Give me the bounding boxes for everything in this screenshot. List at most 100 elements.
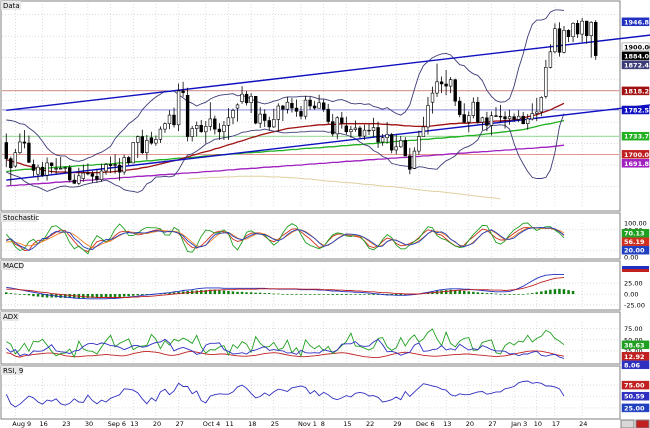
candle xyxy=(358,125,362,139)
candle-body xyxy=(149,137,154,144)
candle xyxy=(516,110,521,123)
ma-mid-line xyxy=(6,119,565,173)
macd-pane-title: MACD xyxy=(3,262,24,270)
rsi-tag: 25.00 xyxy=(621,403,650,412)
candle-body xyxy=(276,105,280,120)
price-tag: 1946.82 xyxy=(621,17,650,26)
macd-hist-bar xyxy=(222,290,226,294)
candle-body xyxy=(430,92,435,103)
macd-hist-bar xyxy=(231,291,235,294)
macd-hist-bar xyxy=(41,294,44,298)
macd-hist-bar xyxy=(376,294,380,295)
macd-hist-bar xyxy=(68,294,71,298)
macd-hist-bar xyxy=(571,291,575,295)
candle xyxy=(321,99,326,112)
candle-body xyxy=(453,79,457,102)
macd-hist-bar xyxy=(36,294,40,297)
candle-body xyxy=(435,81,439,94)
di-plus-line xyxy=(6,328,565,359)
candle-body xyxy=(535,111,539,114)
price-tag: 1872.42 xyxy=(621,60,650,70)
candle-body xyxy=(258,113,262,124)
candle-body xyxy=(340,117,344,124)
candle xyxy=(45,157,49,181)
price-tag-bg xyxy=(621,159,650,168)
candle xyxy=(104,162,108,175)
macd-hist-bar xyxy=(100,294,103,298)
candle xyxy=(476,96,480,124)
candle-body xyxy=(344,125,348,133)
macd-hist-bar xyxy=(372,294,375,295)
stochastic-tag: 20.00 xyxy=(621,245,650,255)
price-tag-text: 1900.00 xyxy=(624,43,650,51)
macd-hist-bar xyxy=(168,292,171,294)
price-tag-bg xyxy=(621,60,650,70)
candle xyxy=(258,107,262,129)
candle-body xyxy=(117,164,122,173)
candle xyxy=(240,86,244,104)
candle xyxy=(462,103,466,124)
candle-body xyxy=(99,170,104,180)
macd-hist-bar xyxy=(503,294,507,295)
macd-hist-bar xyxy=(218,290,221,294)
candle-body xyxy=(213,118,217,130)
date-axis: Aug 9 16 23 30 Sep 6 13 20 27 Oct 4 11 18 25 Nov 1 8 1… xyxy=(12,420,587,428)
candle-body xyxy=(376,127,380,143)
price-tag-bg xyxy=(621,42,650,52)
candle-body xyxy=(140,136,144,154)
candle xyxy=(294,99,299,117)
adx-tag-text: 8.06 xyxy=(624,361,641,369)
candle-body xyxy=(127,157,131,164)
candle-body xyxy=(353,127,358,130)
macd-hist-bar xyxy=(535,292,538,294)
macd-hist-bar xyxy=(122,294,126,297)
candle xyxy=(448,77,453,94)
candle-body xyxy=(575,22,580,35)
ma-fade-line xyxy=(187,175,501,200)
corner-tab-right[interactable] xyxy=(635,419,650,428)
macd-hist-bar xyxy=(23,294,26,295)
candle-body xyxy=(254,96,258,124)
macd-hist-bar xyxy=(113,294,117,298)
candle xyxy=(326,103,330,124)
macd-hist-bar xyxy=(472,291,475,294)
candle xyxy=(435,63,439,97)
candle xyxy=(140,129,144,155)
date-tick-label: 13 xyxy=(130,420,138,428)
macd-hist-bar xyxy=(499,294,502,295)
macd-hist-bar xyxy=(453,290,457,294)
macd-hist-bar xyxy=(494,293,498,295)
candle-body xyxy=(31,164,36,171)
candle xyxy=(254,96,258,125)
macd-hist-bar xyxy=(463,291,466,295)
candle xyxy=(40,161,45,177)
candle xyxy=(158,126,163,144)
stochastic-pane-title: Stochastic xyxy=(3,214,39,222)
candle xyxy=(371,117,376,137)
candle xyxy=(127,155,131,166)
adx-tag-bg xyxy=(621,360,650,370)
macd-hist-bar xyxy=(295,294,298,295)
corner-tab-left[interactable] xyxy=(620,419,635,428)
rsi-pane-frame xyxy=(0,365,621,420)
macd-hist-bar xyxy=(132,294,135,296)
candle-body xyxy=(131,142,135,164)
candle-body xyxy=(335,117,339,135)
macd-hist-bar xyxy=(91,294,94,298)
candle xyxy=(167,110,172,130)
price-tag: 1733.71 xyxy=(621,131,650,141)
candle-body xyxy=(299,111,303,117)
candle xyxy=(330,114,335,137)
candle xyxy=(525,114,530,130)
candle-body xyxy=(285,101,290,110)
adx-pane-title-bg xyxy=(1,312,19,321)
macd-hist-bar xyxy=(540,291,543,294)
adx-tick-label: 25.00 xyxy=(624,347,643,355)
macd-hist-bar xyxy=(236,291,239,294)
candle-body xyxy=(185,95,190,137)
candle xyxy=(285,96,290,114)
candle xyxy=(340,111,344,129)
macd-hist-bar xyxy=(195,290,198,294)
candle-body xyxy=(426,105,430,128)
